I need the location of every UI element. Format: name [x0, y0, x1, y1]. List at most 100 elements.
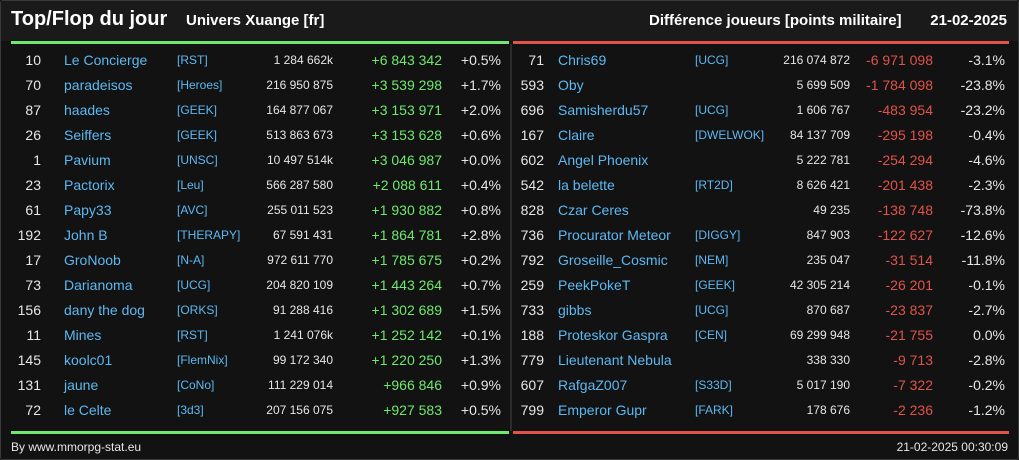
player-name-link[interactable]: Czar Ceres — [558, 202, 629, 218]
player-points: 5 222 781 — [796, 153, 850, 167]
points-difference: -26 201 — [885, 277, 933, 293]
alliance-tag-link[interactable]: [DIGGY] — [695, 228, 741, 242]
alliance-tag-link[interactable]: [UCG] — [695, 53, 729, 67]
player-name-link[interactable]: Darianoma — [64, 277, 133, 293]
alliance-tag-link[interactable]: [NEM] — [695, 253, 729, 267]
player-name-link[interactable]: Procurator Meteor — [558, 227, 671, 243]
player-name-link[interactable]: Papy33 — [64, 202, 112, 218]
flop-player-row: 602 Angel Phoenix 5 222 781 -254 294 -4.6% — [512, 148, 1018, 173]
alliance-tag-link[interactable]: [RST] — [177, 53, 208, 67]
alliance-tag-link[interactable]: [CoNo] — [177, 378, 215, 392]
flop-player-row: 71 Chris69 [UCG] 216 074 872 -6 971 098 -3.1% — [512, 48, 1018, 73]
player-name-link[interactable]: Pavium — [64, 152, 111, 168]
percent-change: -0.2% — [968, 377, 1005, 393]
player-name-link[interactable]: Angel Phoenix — [558, 152, 649, 168]
player-name-link[interactable]: gibbs — [558, 302, 592, 318]
alliance-tag-link[interactable]: [FlemNix] — [177, 353, 228, 367]
player-name-link[interactable]: Mines — [64, 327, 102, 343]
player-points: 204 820 109 — [266, 278, 333, 292]
flop-panel-accent-line — [513, 41, 1009, 44]
player-rank: 696 — [520, 102, 544, 118]
player-name-link[interactable]: paradeisos — [64, 77, 133, 93]
points-difference: +927 583 — [383, 402, 442, 418]
player-name-link[interactable]: Pactorix — [64, 177, 115, 193]
alliance-tag-link[interactable]: [UCG] — [695, 103, 729, 117]
alliance-tag-link[interactable]: [THERAPY] — [177, 228, 241, 242]
flop-panel-bottom-line — [513, 431, 1009, 434]
player-points: 207 156 075 — [266, 403, 333, 417]
player-name-link[interactable]: Samisherdu57 — [558, 102, 649, 118]
player-name-link[interactable]: Groseille_Cosmic — [558, 252, 668, 268]
player-points: 164 877 067 — [266, 103, 333, 117]
points-difference: -138 748 — [877, 202, 933, 218]
flop-player-row: 779 Lieutenant Nebula 338 330 -9 713 -2.8% — [512, 348, 1018, 373]
alliance-tag-link[interactable]: [N-A] — [177, 253, 205, 267]
player-name-link[interactable]: Emperor Gupr — [558, 402, 647, 418]
alliance-tag-link[interactable]: [S33D] — [695, 378, 732, 392]
flop-player-row: 828 Czar Ceres 49 235 -138 748 -73.8% — [512, 198, 1018, 223]
percent-change: +0.1% — [460, 327, 501, 343]
player-name-link[interactable]: koolc01 — [64, 352, 113, 368]
player-name-link[interactable]: Oby — [558, 77, 584, 93]
player-name-link[interactable]: John B — [64, 227, 108, 243]
player-name-link[interactable]: Claire — [558, 127, 595, 143]
flop-player-row: 696 Samisherdu57 [UCG] 1 606 767 -483 954 -23… — [512, 98, 1018, 123]
alliance-tag-link[interactable]: [Leu] — [177, 178, 204, 192]
player-name-link[interactable]: dany the dog — [64, 302, 145, 318]
points-difference: -6 971 098 — [866, 52, 933, 68]
player-name-link[interactable]: Proteskor Gaspra — [558, 327, 668, 343]
points-difference: +966 846 — [383, 377, 442, 393]
header-bar: Top/Flop du jour Univers Xuange [fr] Dif… — [1, 1, 1018, 41]
points-difference: +3 153 971 — [371, 102, 442, 118]
alliance-tag-link[interactable]: [UCG] — [695, 303, 729, 317]
player-name-link[interactable]: Chris69 — [558, 52, 607, 68]
alliance-tag-link[interactable]: [3d3] — [177, 403, 204, 417]
player-rank: 799 — [520, 402, 544, 418]
player-points: 91 288 416 — [272, 303, 333, 317]
alliance-tag-link[interactable]: [CEN] — [695, 328, 728, 342]
page-title: Top/Flop du jour — [11, 8, 168, 30]
player-rank: 87 — [25, 102, 41, 118]
player-name-link[interactable]: Lieutenant Nebula — [558, 352, 672, 368]
player-points: 338 330 — [806, 353, 850, 367]
player-rank: 11 — [26, 327, 41, 343]
top-losers-list: 71 Chris69 [UCG] 216 074 872 -6 971 098 -3.1%… — [512, 48, 1018, 423]
player-name-link[interactable]: le Celte — [64, 402, 112, 418]
alliance-tag-link[interactable]: [RT2D] — [695, 178, 733, 192]
percent-change: +0.9% — [460, 377, 501, 393]
alliance-tag-link[interactable]: [UNSC] — [177, 153, 218, 167]
alliance-tag-link[interactable]: [AVC] — [177, 203, 208, 217]
player-name-link[interactable]: haades — [64, 102, 110, 118]
points-difference: -1 784 098 — [866, 77, 933, 93]
player-points: 69 299 948 — [789, 328, 850, 342]
alliance-tag-link[interactable]: [DWELWOK] — [695, 128, 765, 142]
points-difference: +1 220 250 — [371, 352, 442, 368]
player-points: 5 699 509 — [796, 78, 850, 92]
alliance-tag-link[interactable]: [GEEK] — [177, 103, 218, 117]
alliance-tag-link[interactable]: [RST] — [177, 328, 208, 342]
top-player-row: 72 le Celte [3d3] 207 156 075 +927 583 +0.5% — [1, 398, 509, 423]
alliance-tag-link[interactable]: [GEEK] — [695, 278, 736, 292]
alliance-tag-link[interactable]: [ORKS] — [177, 303, 218, 317]
player-name-link[interactable]: Seiffers — [64, 127, 112, 143]
alliance-tag-link[interactable]: [GEEK] — [177, 128, 218, 142]
player-name-link[interactable]: Le Concierge — [64, 52, 148, 68]
percent-change: +0.4% — [460, 177, 501, 193]
alliance-tag-link[interactable]: [Heroes] — [177, 78, 223, 92]
player-name-link[interactable]: PeekPokeT — [558, 277, 631, 293]
player-name-link[interactable]: jaune — [64, 377, 99, 393]
points-difference: +1 930 882 — [371, 202, 442, 218]
player-name-link[interactable]: RafgaZ007 — [558, 377, 628, 393]
player-name-link[interactable]: GroNoob — [64, 252, 121, 268]
player-rank: 131 — [17, 377, 41, 393]
player-rank: 593 — [520, 77, 544, 93]
player-rank: 542 — [520, 177, 544, 193]
alliance-tag-link[interactable]: [UCG] — [177, 278, 211, 292]
points-difference: +2 088 611 — [372, 177, 442, 193]
player-name-link[interactable]: la belette — [558, 177, 615, 193]
points-difference: -31 514 — [885, 252, 933, 268]
alliance-tag-link[interactable]: [FARK] — [695, 403, 734, 417]
percent-change: -2.8% — [968, 352, 1005, 368]
flop-player-row: 736 Procurator Meteor [DIGGY] 847 903 -122 6… — [512, 223, 1018, 248]
